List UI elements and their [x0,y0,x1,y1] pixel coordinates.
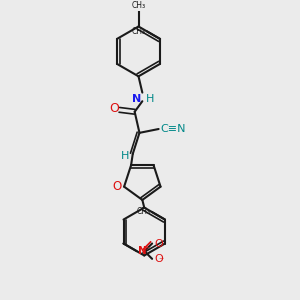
Text: H: H [146,94,154,103]
Text: O: O [110,102,119,116]
Text: O: O [154,254,163,264]
Text: H: H [121,151,129,161]
Text: +: + [143,245,149,251]
Text: C≡N: C≡N [160,124,186,134]
Text: CH₃: CH₃ [132,27,146,36]
Text: ⁻: ⁻ [159,256,164,266]
Text: N: N [132,94,141,103]
Text: N: N [138,246,146,256]
Text: CH₃: CH₃ [136,207,151,216]
Text: O: O [112,180,121,193]
Text: O: O [154,238,163,248]
Text: CH₃: CH₃ [131,1,146,10]
